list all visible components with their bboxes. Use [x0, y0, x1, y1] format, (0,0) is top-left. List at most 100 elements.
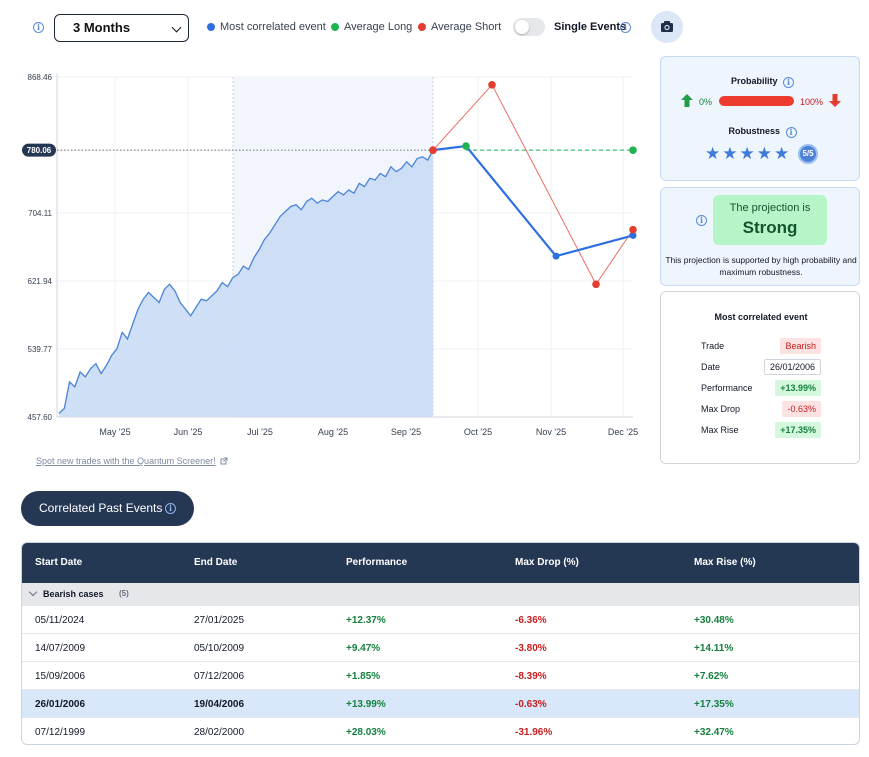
- x-tick-label: Nov '25: [536, 427, 566, 437]
- max-rise-cell: +17.35%: [694, 699, 734, 710]
- x-tick-label: Sep '25: [391, 427, 421, 437]
- info-icon[interactable]: i: [33, 22, 44, 33]
- end-date-cell: 28/02/2000: [194, 727, 245, 738]
- probability-bar: [719, 96, 794, 106]
- single-events-toggle[interactable]: [513, 18, 545, 36]
- event-value: 26/01/2006: [763, 359, 821, 375]
- y-tick-label: 780.06: [27, 146, 52, 155]
- performance-cell: +13.99%: [346, 699, 386, 710]
- correlated-past-events-button[interactable]: Correlated Past Events i: [21, 491, 194, 526]
- table-row[interactable]: 07/12/1999 28/02/2000 +28.03% -31.96% +32.47…: [22, 717, 859, 744]
- screener-link-text: Spot new trades with the Quantum Screene…: [36, 456, 216, 466]
- event-label: Max Rise: [701, 425, 739, 435]
- star-icon: ★: [739, 144, 755, 164]
- max-rise-cell: +7.62%: [694, 671, 729, 682]
- event-label: Performance: [701, 383, 753, 393]
- event-value: +13.99%: [775, 380, 821, 396]
- toolbar: i 3 Months Most correlated event Average…: [0, 0, 869, 56]
- group-count: (5): [119, 589, 129, 598]
- info-icon[interactable]: i: [783, 77, 795, 88]
- legend-average-long[interactable]: Average Long: [331, 20, 412, 34]
- table-row[interactable]: 05/11/2024 27/01/2025 +12.37% -6.36% +30.48%: [22, 605, 859, 633]
- legend-label: Most correlated event: [220, 21, 326, 33]
- period-select-value: 3 Months: [73, 20, 131, 35]
- camera-button[interactable]: [651, 11, 683, 43]
- max-drop-cell: -3.80%: [515, 643, 547, 654]
- chevron-down-icon: [28, 587, 38, 597]
- legend-dot-icon: [331, 23, 339, 31]
- table-row[interactable]: 15/09/2006 07/12/2006 +1.85% -8.39% +7.62%: [22, 661, 859, 689]
- end-date-cell: 19/04/2006: [194, 699, 245, 710]
- x-tick-label: Jun '25: [174, 427, 203, 437]
- y-tick-label: 539.77: [28, 345, 53, 354]
- legend-dot-icon: [418, 23, 426, 31]
- table-row[interactable]: 26/01/2006 19/04/2006 +13.99% -0.63% +17.35%: [22, 689, 859, 717]
- past-events-table: Start Date End Date Performance Max Drop…: [21, 542, 860, 745]
- column-header[interactable]: Max Drop (%): [515, 557, 579, 568]
- legend-most-correlated[interactable]: Most correlated event: [207, 20, 326, 34]
- table-row[interactable]: 14/07/2009 05/10/2009 +9.47% -3.80% +14.11%: [22, 633, 859, 661]
- probability-right-value: 100%: [800, 97, 824, 107]
- screener-link[interactable]: Spot new trades with the Quantum Screene…: [36, 456, 228, 466]
- column-header[interactable]: End Date: [194, 557, 238, 568]
- x-tick-label: Aug '25: [318, 427, 348, 437]
- group-label: Bearish cases: [43, 589, 104, 599]
- group-row-bearish[interactable]: Bearish cases (5): [22, 583, 859, 605]
- max-drop-cell: -8.39%: [515, 671, 547, 682]
- start-date-cell: 15/09/2006: [35, 671, 86, 682]
- event-label: Date: [701, 362, 721, 372]
- start-date-cell: 26/01/2006: [35, 699, 86, 710]
- series-point-average-short: [629, 225, 637, 234]
- x-tick-label: Jul '25: [247, 427, 273, 437]
- column-header[interactable]: Start Date: [35, 557, 83, 568]
- projection-panel: i The projection is Strong This projecti…: [660, 187, 860, 286]
- column-header[interactable]: Max Rise (%): [694, 557, 756, 568]
- projection-description: This projection is supported by high pro…: [665, 255, 857, 277]
- event-row-date: Date 26/01/2006: [701, 359, 821, 375]
- legend-label: Average Long: [344, 21, 413, 33]
- current-price-badge: [22, 143, 56, 157]
- robustness-title-text: Robustness: [728, 126, 780, 136]
- price-chart[interactable]: 868.46 780.06 704.11 621.94 539.77 457.60 May …: [0, 60, 650, 445]
- arrow-up-icon: [681, 94, 693, 107]
- projection-strength-box: The projection is Strong: [713, 195, 827, 245]
- most-correlated-panel: Most correlated event Trade Bearish Date…: [660, 291, 860, 464]
- probability-title-text: Probability: [730, 76, 778, 86]
- info-icon[interactable]: i: [165, 503, 176, 514]
- external-link-icon: [220, 457, 228, 465]
- legend-average-short[interactable]: Average Short: [418, 20, 501, 34]
- series-point-average-long: [462, 142, 470, 150]
- performance-cell: +1.85%: [346, 671, 381, 682]
- performance-cell: +28.03%: [346, 727, 386, 738]
- legend-dot-icon: [207, 23, 215, 31]
- robustness-stars: ★ ★ ★ ★ ★: [705, 145, 789, 163]
- column-header[interactable]: Performance: [346, 557, 408, 568]
- start-date-cell: 05/11/2024: [35, 615, 85, 626]
- info-icon[interactable]: i: [696, 215, 707, 226]
- series-point-average-long: [629, 146, 637, 154]
- projection-line1: The projection is: [729, 202, 811, 214]
- probability-left-value: 0%: [699, 97, 713, 107]
- correlated-past-events-label: Correlated Past Events: [39, 501, 163, 515]
- event-row-performance: Performance +13.99%: [701, 380, 821, 396]
- event-row-trade: Trade Bearish: [701, 338, 821, 354]
- x-tick-label: May '25: [99, 427, 130, 437]
- y-tick-label: 868.46: [28, 73, 53, 82]
- price-line: [58, 149, 434, 414]
- start-date-cell: 14/07/2009: [35, 643, 86, 654]
- event-row-max-rise: Max Rise +17.35%: [701, 422, 821, 438]
- max-rise-cell: +14.11%: [694, 643, 734, 654]
- info-icon[interactable]: i: [620, 22, 631, 33]
- period-select[interactable]: 3 Months: [54, 14, 189, 42]
- performance-cell: +9.47%: [346, 643, 381, 654]
- arrow-down-icon: [829, 94, 841, 107]
- max-rise-cell: +30.48%: [694, 615, 734, 626]
- probability-panel: Probability i 0% 100% Robustness i ★ ★ ★…: [660, 56, 860, 181]
- series-most-correlated-line: [432, 144, 634, 258]
- x-tick-label: Dec '25: [608, 427, 638, 437]
- event-label: Max Drop: [701, 404, 741, 414]
- camera-icon: [661, 21, 673, 32]
- star-icon: ★: [705, 144, 721, 164]
- info-icon[interactable]: i: [785, 127, 797, 138]
- series-point-start: [429, 146, 437, 154]
